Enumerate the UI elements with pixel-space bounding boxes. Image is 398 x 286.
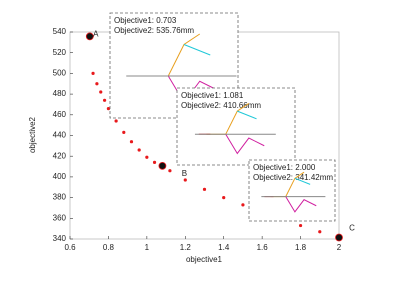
y-tick-label: 540 <box>53 27 67 36</box>
y-tick-label: 420 <box>53 151 67 160</box>
y-tick-label: 360 <box>53 213 67 222</box>
highlight-label: B <box>182 169 187 178</box>
point <box>99 90 103 94</box>
y-tick-label: 440 <box>53 131 67 140</box>
highlight-label: A <box>93 29 99 38</box>
x-tick-label: 1.4 <box>218 243 230 252</box>
annotation-text: Objective2: 410.66mm <box>181 101 261 110</box>
x-tick-label: 2 <box>337 243 342 252</box>
highlight-label: C <box>349 224 355 233</box>
x-tick-label: 1.2 <box>180 243 192 252</box>
mechanism-link <box>237 110 257 120</box>
mechanism-link <box>294 177 311 185</box>
highlight-point <box>335 233 343 242</box>
y-tick-label: 480 <box>53 89 67 98</box>
point <box>114 119 118 123</box>
point <box>106 106 111 111</box>
point <box>145 155 149 159</box>
x-tick-label: 1.8 <box>295 243 307 252</box>
annotation-text: Objective1: 1.081 <box>181 91 244 100</box>
annotation-text: Objective1: 2.000 <box>253 163 316 172</box>
x-tick-label: 0.6 <box>64 243 76 252</box>
point <box>318 230 322 234</box>
point <box>137 148 141 152</box>
point <box>129 140 134 144</box>
y-tick-label: 340 <box>53 234 67 243</box>
highlight-point <box>85 32 94 41</box>
x-tick-label: 1 <box>145 243 150 252</box>
highlight-point <box>158 161 167 170</box>
annotation-text: Objective1: 0.703 <box>114 16 177 25</box>
annotation-text: Objective2: 535.76mm <box>114 26 194 35</box>
point <box>183 178 187 182</box>
y-tick-label: 380 <box>53 193 67 202</box>
y-tick-label: 500 <box>53 69 67 78</box>
x-tick-label: 1.6 <box>257 243 269 252</box>
point <box>298 223 303 228</box>
y-tick-label: 520 <box>53 48 67 57</box>
y-axis-label: objective2 <box>28 116 37 153</box>
mechanism-link <box>183 44 211 56</box>
point <box>152 160 157 165</box>
point <box>91 71 95 75</box>
x-tick-label: 0.8 <box>103 243 115 252</box>
annotation-box <box>248 159 336 222</box>
y-tick-label: 460 <box>53 110 67 119</box>
mechanism-link <box>225 133 265 155</box>
x-axis-label: objective1 <box>186 255 223 264</box>
point <box>241 203 245 207</box>
point <box>168 169 172 173</box>
mechanism-link <box>285 196 317 213</box>
annotation-text: Objective2: 341.42mm <box>253 173 333 182</box>
point <box>122 130 126 134</box>
point <box>95 82 99 86</box>
point <box>202 187 207 191</box>
point <box>222 196 226 200</box>
y-tick-label: 400 <box>53 172 67 181</box>
point <box>102 98 107 102</box>
